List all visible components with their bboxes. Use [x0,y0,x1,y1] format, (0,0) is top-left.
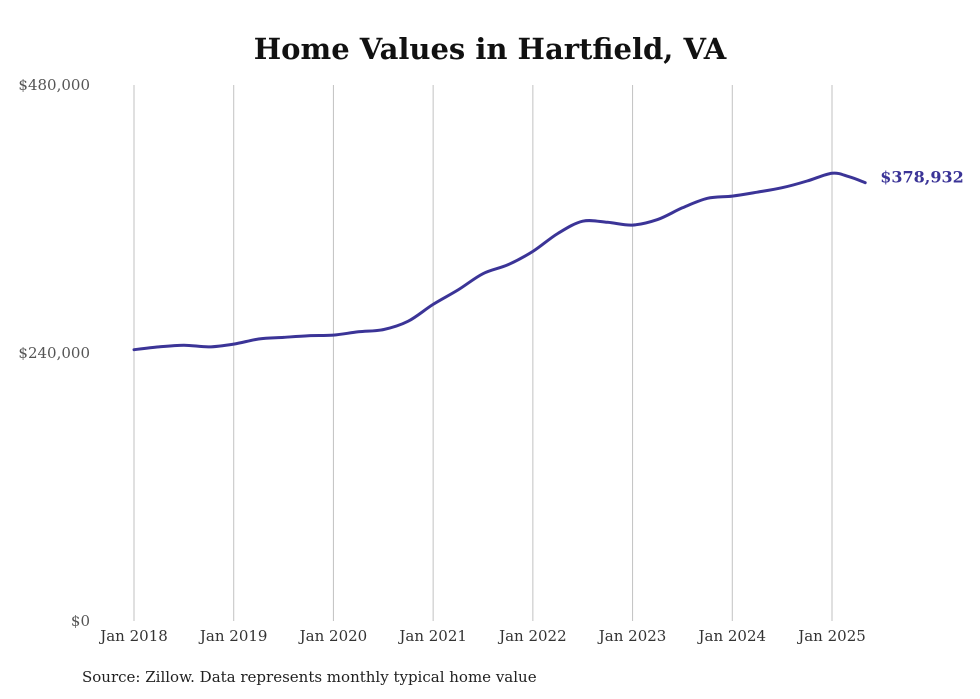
chart-title: Home Values in Hartfield, VA [253,32,727,66]
x-tick-label: Jan 2022 [497,627,567,645]
x-tick-label: Jan 2025 [796,627,866,645]
x-tick-label: Jan 2021 [397,627,467,645]
series-group [132,171,867,352]
series-line-home-value [132,171,867,352]
y-axis: $0 $240,000 $480,000 [18,76,90,630]
source-note: Source: Zillow. Data represents monthly … [82,668,537,686]
y-tick-label: $240,000 [18,344,90,362]
x-tick-label: Jan 2018 [98,627,168,645]
y-tick-label: $0 [71,612,90,630]
y-tick-label: $480,000 [18,76,90,94]
data-labels: $378,932 [880,168,964,187]
end-value-label: $378,932 [880,168,964,187]
x-tick-label: Jan 2019 [198,627,268,645]
x-tick-label: Jan 2020 [298,627,368,645]
x-tick-label: Jan 2024 [697,627,767,645]
x-tick-label: Jan 2023 [597,627,667,645]
x-axis: Jan 2018 Jan 2019 Jan 2020 Jan 2021 Jan 2022… [98,627,866,645]
gridlines [133,85,833,621]
